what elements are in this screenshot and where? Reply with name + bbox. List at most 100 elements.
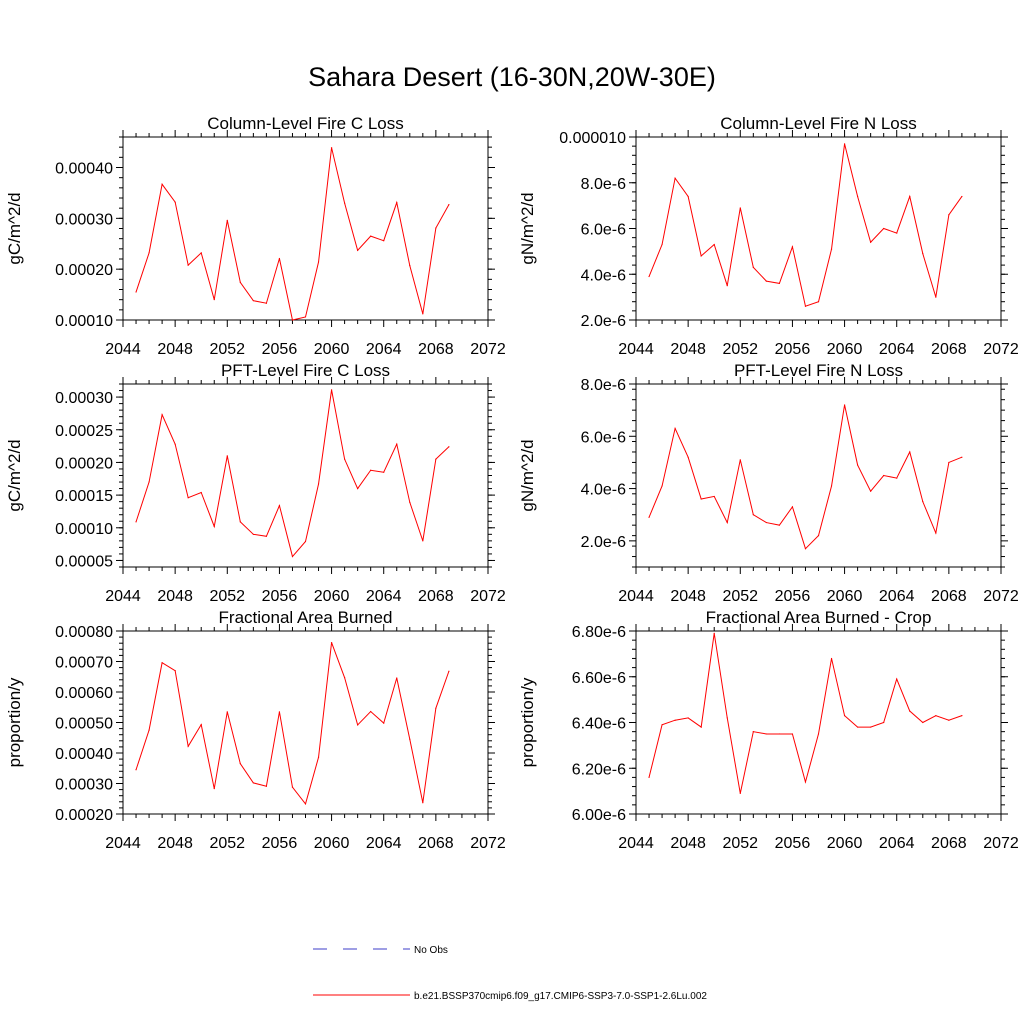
data-point bbox=[700, 498, 702, 500]
y-tick-label: 0.00030 bbox=[55, 390, 113, 407]
x-tick-label: 2060 bbox=[827, 835, 863, 852]
x-tick-label: 2044 bbox=[105, 588, 141, 605]
chart-panel-2: 2044 2048 2052 2056 2060 2064 2068 2072 2.0e-6 4.… bbox=[518, 114, 1019, 358]
data-point bbox=[674, 719, 676, 721]
x-tick-label: 2052 bbox=[722, 341, 758, 358]
data-point bbox=[422, 313, 424, 315]
data-point bbox=[791, 506, 794, 508]
data-point bbox=[830, 485, 833, 487]
data-point bbox=[804, 305, 807, 307]
data-point bbox=[674, 177, 676, 179]
data-point bbox=[330, 389, 333, 391]
y-tick-label: 0.00050 bbox=[55, 716, 113, 733]
chart-panel-5: 2044 2048 2052 2056 2060 2064 2068 2072 0.00020 0… bbox=[5, 608, 506, 852]
data-point bbox=[383, 722, 385, 724]
y-tick-label: 0.00060 bbox=[55, 685, 113, 702]
data-point bbox=[765, 280, 767, 282]
data-point bbox=[148, 729, 150, 731]
chart-panel-4: 2044 2048 2052 2056 2060 2064 2068 2072 2.0e-6 4.… bbox=[518, 361, 1019, 605]
x-tick-label: 2072 bbox=[470, 835, 506, 852]
data-point bbox=[922, 253, 924, 255]
panel-title: PFT-Level Fire N Loss bbox=[734, 361, 903, 380]
y-tick-label: 0.00005 bbox=[55, 553, 113, 570]
data-point bbox=[135, 291, 137, 293]
data-point bbox=[330, 641, 333, 644]
data-point bbox=[161, 183, 163, 185]
data-point bbox=[739, 459, 741, 461]
x-tick-label: 2068 bbox=[931, 341, 967, 358]
data-point bbox=[948, 214, 950, 216]
x-tick-label: 2056 bbox=[775, 835, 811, 852]
x-tick-label: 2044 bbox=[105, 835, 141, 852]
data-point bbox=[357, 724, 359, 726]
data-point bbox=[174, 201, 176, 203]
y-axis-label: proportion/y bbox=[518, 677, 537, 767]
x-tick-label: 2048 bbox=[670, 341, 706, 358]
data-point bbox=[896, 232, 898, 234]
x-tick-label: 2048 bbox=[670, 835, 706, 852]
data-point bbox=[213, 525, 215, 528]
y-tick-label: 6.60e-6 bbox=[572, 670, 626, 687]
data-point bbox=[713, 243, 715, 246]
y-tick-label: 2.0e-6 bbox=[581, 534, 626, 551]
plot-frame bbox=[122, 136, 489, 321]
data-point bbox=[252, 533, 254, 535]
y-tick-label: 0.00010 bbox=[55, 313, 113, 330]
data-point bbox=[700, 726, 702, 728]
data-point bbox=[961, 715, 963, 717]
data-point bbox=[909, 195, 911, 198]
data-point bbox=[752, 514, 754, 516]
data-point bbox=[726, 285, 728, 287]
data-point bbox=[226, 711, 228, 713]
data-point bbox=[961, 456, 963, 458]
data-point bbox=[843, 404, 846, 406]
data-point bbox=[448, 670, 450, 672]
data-point bbox=[357, 487, 359, 490]
data-point bbox=[857, 195, 859, 198]
data-point bbox=[187, 745, 189, 747]
plot-frame bbox=[635, 630, 1002, 815]
data-point bbox=[648, 275, 650, 278]
series-line bbox=[648, 143, 963, 307]
y-tick-label: 8.0e-6 bbox=[581, 377, 626, 394]
data-point bbox=[135, 521, 137, 523]
data-point bbox=[739, 792, 741, 795]
x-tick-label: 2048 bbox=[670, 588, 706, 605]
y-tick-label: 0.00070 bbox=[55, 655, 113, 672]
x-tick-label: 2052 bbox=[209, 835, 245, 852]
data-point bbox=[239, 281, 241, 283]
x-tick-label: 2064 bbox=[366, 588, 402, 605]
data-point bbox=[422, 540, 424, 542]
data-point bbox=[174, 443, 176, 445]
data-point bbox=[713, 495, 715, 498]
data-point bbox=[226, 219, 228, 221]
series-line bbox=[135, 389, 450, 558]
x-tick-label: 2068 bbox=[931, 835, 967, 852]
data-point bbox=[935, 715, 937, 717]
data-point bbox=[213, 299, 215, 301]
data-point bbox=[843, 715, 846, 717]
data-point bbox=[909, 451, 911, 453]
data-point bbox=[370, 469, 372, 471]
data-point bbox=[648, 776, 650, 779]
data-point bbox=[265, 302, 267, 304]
x-tick-label: 2072 bbox=[470, 341, 506, 358]
data-point bbox=[661, 724, 663, 726]
data-point bbox=[765, 521, 767, 524]
y-tick-label: 0.00020 bbox=[55, 455, 113, 472]
data-point bbox=[778, 733, 780, 735]
data-point bbox=[935, 532, 937, 534]
x-tick-label: 2072 bbox=[983, 341, 1019, 358]
data-point bbox=[291, 319, 294, 321]
data-point bbox=[687, 195, 689, 198]
data-point bbox=[830, 248, 833, 250]
panel-title: Fractional Area Burned - Crop bbox=[706, 608, 932, 627]
chart-panel-1: 2044 2048 2052 2056 2060 2064 2068 2072 0.00010 0… bbox=[5, 114, 506, 358]
x-tick-label: 2056 bbox=[262, 341, 298, 358]
x-tick-label: 2064 bbox=[879, 588, 915, 605]
data-point bbox=[396, 677, 398, 679]
data-point bbox=[922, 721, 924, 724]
data-point bbox=[161, 414, 163, 416]
y-tick-label: 6.0e-6 bbox=[581, 429, 626, 446]
y-tick-label: 0.00040 bbox=[55, 161, 113, 178]
